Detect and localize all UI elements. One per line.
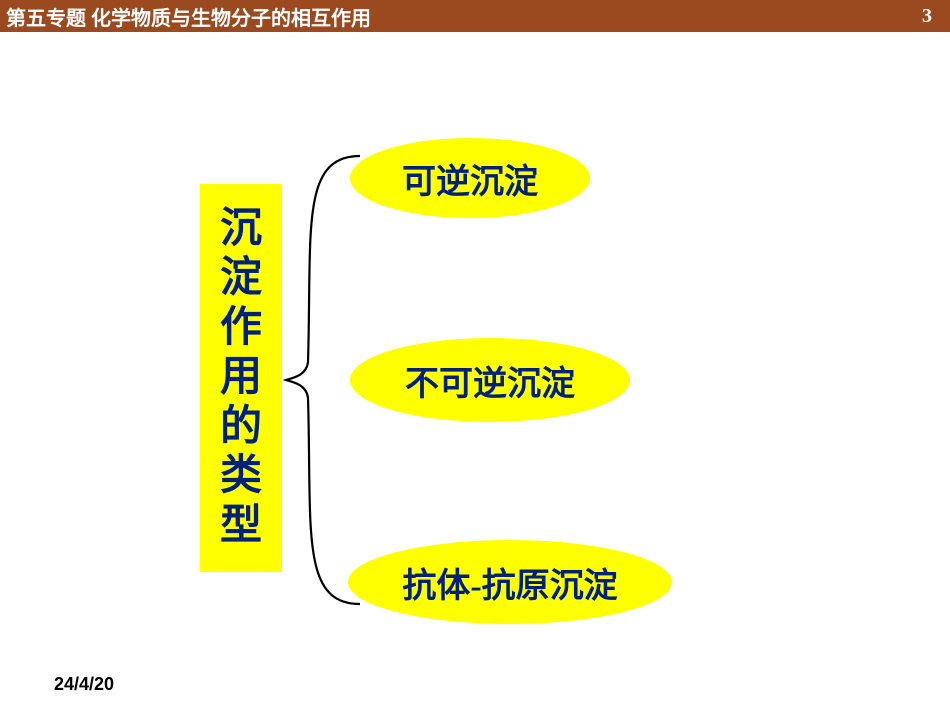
- header-page-number: 3: [922, 5, 932, 28]
- main-topic-char: 淀: [220, 254, 262, 304]
- header-bar: 第五专题 化学物质与生物分子的相互作用 3: [0, 0, 950, 32]
- main-topic-char: 型: [220, 502, 262, 552]
- main-topic-char: 类: [220, 452, 262, 502]
- footer-date: 24/4/20: [54, 674, 114, 695]
- ellipse-1: 不可逆沉淀: [350, 338, 630, 422]
- main-topic-box: 沉淀作用的类型: [200, 184, 282, 572]
- slide: { "header": { "title": "第五专题 化学物质与生物分子的相…: [0, 0, 950, 713]
- main-topic-char: 作: [220, 304, 262, 354]
- ellipse-2: 抗体-抗原沉淀: [348, 540, 672, 624]
- brace-path: [286, 156, 360, 604]
- ellipse-0: 可逆沉淀: [350, 138, 590, 218]
- ellipse-1-label: 不可逆沉淀: [405, 356, 575, 405]
- main-topic-char: 的: [220, 403, 262, 453]
- main-topic-char: 沉: [220, 205, 262, 255]
- header-title: 第五专题 化学物质与生物分子的相互作用: [6, 2, 371, 31]
- ellipse-0-label: 可逆沉淀: [402, 154, 538, 203]
- ellipse-2-label: 抗体-抗原沉淀: [402, 558, 617, 607]
- main-topic-char: 用: [220, 353, 262, 403]
